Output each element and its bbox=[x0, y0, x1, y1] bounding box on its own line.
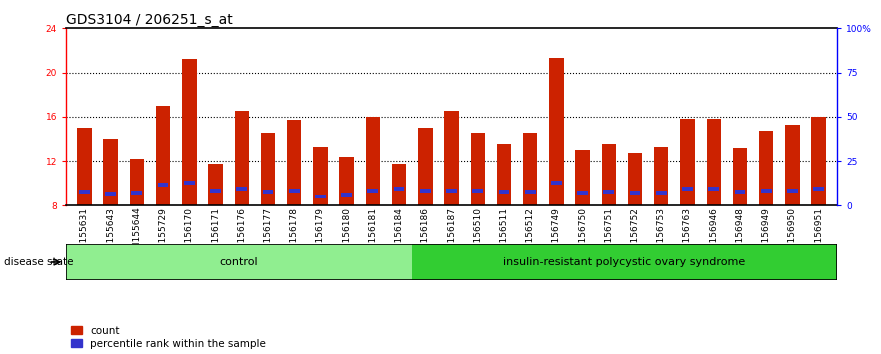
Bar bbox=[551, 181, 562, 185]
Bar bbox=[759, 131, 774, 205]
Bar bbox=[682, 187, 692, 191]
Bar bbox=[577, 191, 588, 195]
Bar bbox=[525, 190, 536, 194]
Bar bbox=[444, 111, 459, 205]
Bar bbox=[103, 139, 118, 205]
Bar bbox=[418, 128, 433, 205]
Bar bbox=[708, 187, 719, 191]
Legend: count, percentile rank within the sample: count, percentile rank within the sample bbox=[71, 326, 266, 349]
Bar bbox=[208, 164, 223, 205]
Bar bbox=[707, 119, 721, 205]
Bar bbox=[289, 189, 300, 193]
Bar bbox=[470, 133, 485, 205]
Bar bbox=[130, 159, 144, 205]
Bar bbox=[655, 191, 667, 195]
Bar bbox=[66, 244, 411, 280]
Bar bbox=[261, 133, 275, 205]
Bar bbox=[499, 190, 509, 194]
Text: disease state: disease state bbox=[4, 257, 74, 267]
Bar bbox=[156, 106, 170, 205]
Bar bbox=[366, 117, 380, 205]
Bar bbox=[339, 156, 354, 205]
Bar bbox=[733, 148, 747, 205]
Bar bbox=[367, 189, 378, 193]
Bar bbox=[575, 150, 589, 205]
Text: GDS3104 / 206251_s_at: GDS3104 / 206251_s_at bbox=[66, 13, 233, 27]
Bar bbox=[211, 189, 221, 193]
Bar bbox=[761, 189, 772, 193]
Bar bbox=[628, 153, 642, 205]
Bar bbox=[182, 59, 196, 205]
Bar bbox=[131, 191, 142, 195]
Bar bbox=[497, 144, 511, 205]
Bar bbox=[184, 181, 195, 185]
Bar bbox=[630, 191, 640, 195]
Bar bbox=[392, 164, 406, 205]
Bar bbox=[105, 192, 116, 196]
Bar bbox=[394, 187, 404, 191]
Bar bbox=[315, 195, 326, 198]
Bar bbox=[314, 147, 328, 205]
Bar bbox=[680, 119, 695, 205]
Bar bbox=[735, 190, 745, 194]
Bar bbox=[411, 244, 837, 280]
Bar bbox=[785, 125, 800, 205]
Bar bbox=[654, 147, 669, 205]
Bar bbox=[549, 58, 564, 205]
Bar bbox=[78, 128, 92, 205]
Bar bbox=[787, 189, 798, 193]
Bar bbox=[446, 189, 457, 193]
Bar bbox=[263, 190, 273, 194]
Bar bbox=[234, 111, 249, 205]
Bar bbox=[79, 190, 90, 194]
Bar bbox=[602, 144, 616, 205]
Bar bbox=[420, 189, 431, 193]
Bar bbox=[472, 189, 483, 193]
Bar bbox=[341, 193, 352, 197]
Bar bbox=[811, 117, 825, 205]
Text: insulin-resistant polycystic ovary syndrome: insulin-resistant polycystic ovary syndr… bbox=[503, 257, 745, 267]
Bar bbox=[603, 190, 614, 194]
Text: control: control bbox=[219, 257, 258, 267]
Bar bbox=[287, 120, 301, 205]
Bar bbox=[813, 187, 824, 191]
Bar bbox=[236, 187, 248, 191]
Bar bbox=[158, 183, 168, 187]
Bar bbox=[523, 133, 537, 205]
